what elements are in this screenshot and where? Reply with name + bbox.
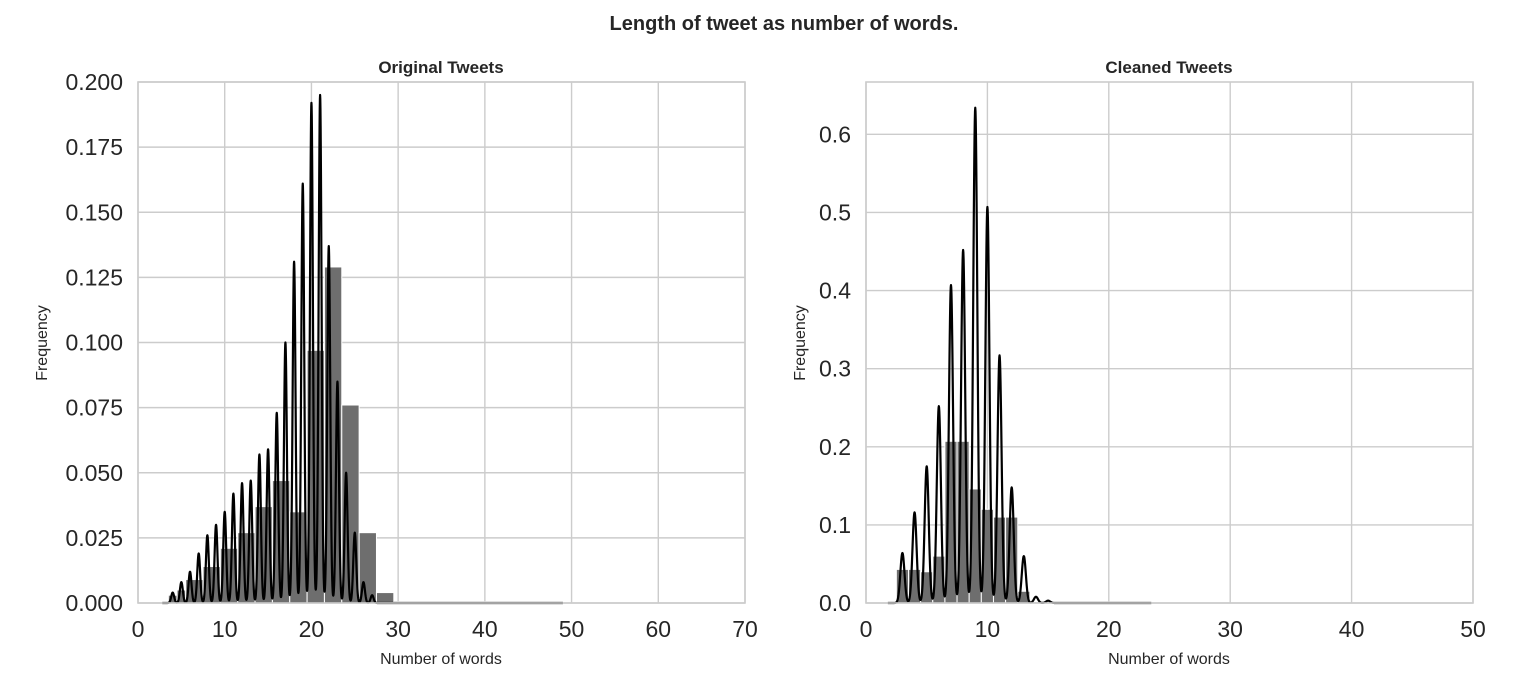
chart-cleaned-tweets: 0.0 0.1 0.2 0.3 0.4 0.5 0.6 0 10 20 30 40 50 Cleane… bbox=[792, 58, 1486, 668]
chart-title: Original Tweets bbox=[378, 58, 503, 77]
kde-curve bbox=[161, 93, 564, 605]
y-tick-label: 0.3 bbox=[819, 356, 851, 382]
y-tick-label: 0.1 bbox=[819, 512, 851, 538]
y-tick-label: 0.050 bbox=[65, 460, 123, 486]
x-tick-labels: 0 10 20 30 40 50 60 70 bbox=[132, 616, 758, 642]
x-tick-label: 0 bbox=[860, 616, 873, 642]
y-tick-label: 0.000 bbox=[65, 590, 123, 616]
y-tick-label: 0.4 bbox=[819, 278, 851, 304]
x-tick-label: 10 bbox=[975, 616, 1001, 642]
x-tick-label: 20 bbox=[299, 616, 325, 642]
histogram-bar bbox=[375, 592, 395, 604]
y-tick-labels: 0.000 0.025 0.050 0.075 0.100 0.125 0.150 0.175… bbox=[65, 69, 123, 616]
y-tick-label: 0.2 bbox=[819, 434, 851, 460]
y-tick-label: 0.200 bbox=[65, 69, 123, 95]
x-axis-label: Number of words bbox=[1108, 651, 1230, 668]
x-tick-label: 10 bbox=[212, 616, 238, 642]
y-tick-label: 0.6 bbox=[819, 121, 851, 147]
x-tick-label: 50 bbox=[1460, 616, 1486, 642]
x-tick-label: 0 bbox=[132, 616, 145, 642]
y-tick-label: 0.150 bbox=[65, 199, 123, 225]
x-tick-label: 30 bbox=[385, 616, 411, 642]
x-tick-label: 30 bbox=[1217, 616, 1243, 642]
y-tick-label: 0.075 bbox=[65, 395, 123, 421]
x-axis-label: Number of words bbox=[380, 651, 502, 668]
y-tick-label: 0.175 bbox=[65, 134, 123, 160]
axes-frame bbox=[865, 81, 1474, 604]
y-tick-label: 0.100 bbox=[65, 330, 123, 356]
axes-frame bbox=[137, 81, 746, 604]
y-tick-label: 0.025 bbox=[65, 525, 123, 551]
chart-original-tweets: 0.000 0.025 0.050 0.075 0.100 0.125 0.150 0.175… bbox=[34, 58, 758, 668]
y-axis-label: Frequency bbox=[792, 305, 809, 381]
figure-title: Length of tweet as number of words. bbox=[610, 13, 959, 35]
x-tick-label: 20 bbox=[1096, 616, 1122, 642]
x-tick-labels: 0 10 20 30 40 50 bbox=[860, 616, 1486, 642]
x-tick-label: 40 bbox=[1339, 616, 1365, 642]
x-tick-label: 60 bbox=[645, 616, 671, 642]
histogram-bars bbox=[167, 266, 564, 604]
kde-curve bbox=[886, 106, 1153, 605]
x-tick-label: 50 bbox=[559, 616, 585, 642]
y-tick-labels: 0.0 0.1 0.2 0.3 0.4 0.5 0.6 bbox=[819, 121, 851, 616]
grid-lines bbox=[137, 81, 746, 604]
y-tick-label: 0.125 bbox=[65, 264, 123, 290]
x-tick-label: 40 bbox=[472, 616, 498, 642]
y-tick-label: 0.0 bbox=[819, 590, 851, 616]
chart-title: Cleaned Tweets bbox=[1105, 58, 1232, 77]
y-axis-label: Frequency bbox=[34, 305, 51, 381]
x-tick-label: 70 bbox=[732, 616, 758, 642]
y-tick-label: 0.5 bbox=[819, 199, 851, 225]
